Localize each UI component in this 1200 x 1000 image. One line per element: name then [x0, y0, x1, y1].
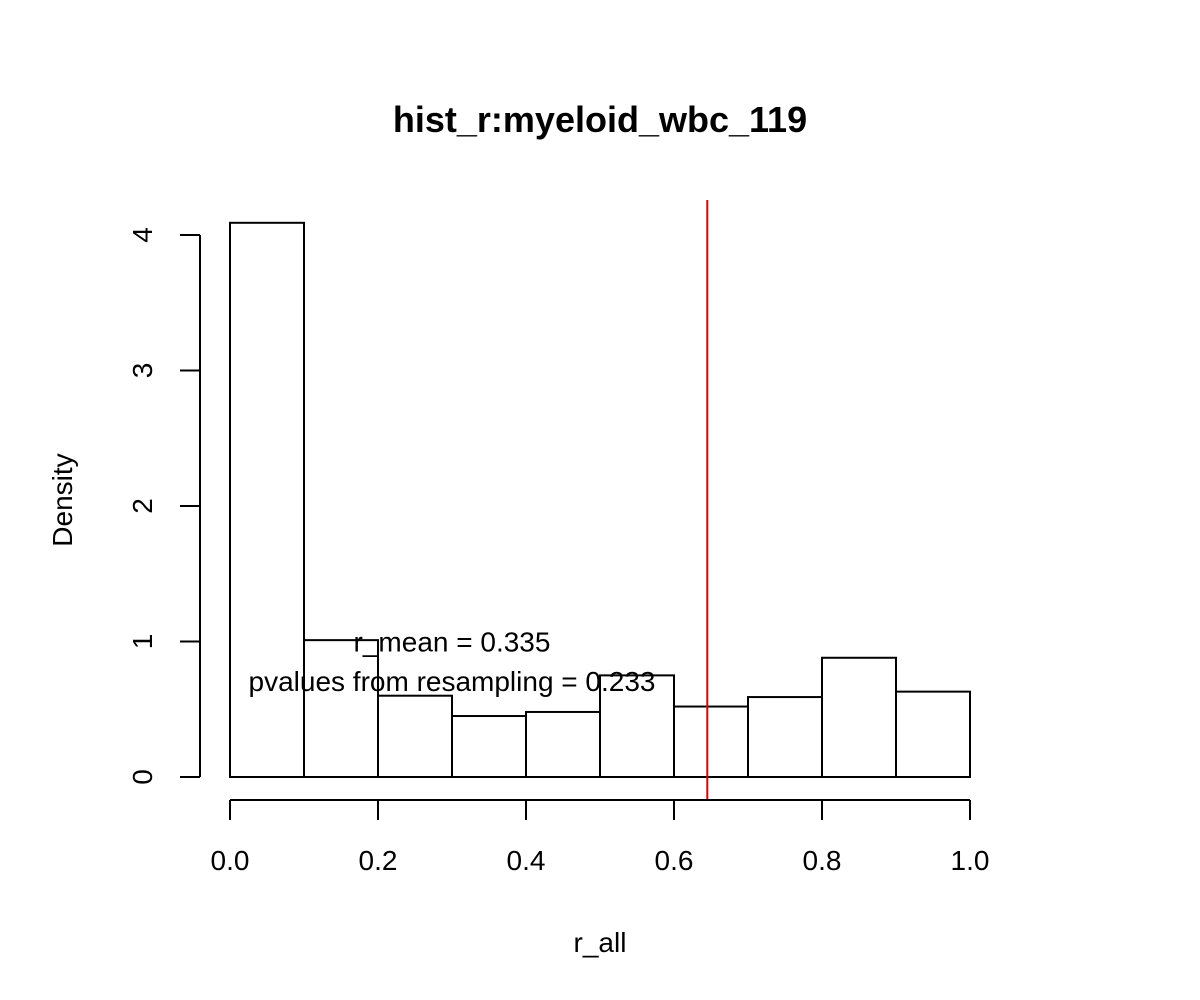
- histogram-bar-4: [525, 710, 601, 779]
- histogram-bar-7: [747, 696, 823, 778]
- chart-title: hist_r:myeloid_wbc_119: [393, 99, 807, 140]
- y-axis-tick-label-3: 3: [127, 363, 158, 379]
- x-axis-tick-label-4: 0.8: [803, 845, 842, 876]
- histogram-bar-0: [229, 221, 305, 778]
- x-axis-tick-label-2: 0.4: [507, 845, 546, 876]
- histogram-bar-9: [895, 690, 971, 779]
- annotation-text-0: r_mean = 0.335: [354, 627, 551, 658]
- x-axis-tick-label-0: 0.0: [211, 845, 250, 876]
- y-axis-tick-label-2: 2: [127, 498, 158, 514]
- histogram-bar-6: [673, 705, 749, 778]
- annotation-layer: r_mean = 0.335 pvalues from resampling = …: [249, 627, 656, 697]
- x-axis-tick-label-3: 0.6: [655, 845, 694, 876]
- histogram-bar-8: [821, 656, 897, 779]
- histogram-bar-1: [303, 639, 379, 779]
- y-axis-tick-label-0: 0: [127, 769, 158, 785]
- title-layer: hist_r:myeloid_wbc_119: [393, 99, 807, 140]
- x-axis-tick-label-1: 0.2: [359, 845, 398, 876]
- x-axis: 0.0 0.2 0.4 0.6 0.8 1.0: [211, 799, 990, 876]
- histogram-bar-3: [451, 715, 527, 779]
- annotation-text-1: pvalues from resampling = 0.233: [249, 666, 656, 697]
- bars-layer: [229, 221, 971, 779]
- y-axis-tick-label-1: 1: [127, 634, 158, 650]
- x-axis-label: r_all: [574, 927, 627, 958]
- y-axis-tick-label-4: 4: [127, 227, 158, 243]
- histogram-bar-5: [599, 674, 675, 778]
- y-axis: 0 1 2 3 4: [127, 227, 201, 785]
- histogram-bar-2: [377, 694, 453, 779]
- y-axis-label: Density: [47, 453, 78, 546]
- x-axis-tick-label-5: 1.0: [951, 845, 990, 876]
